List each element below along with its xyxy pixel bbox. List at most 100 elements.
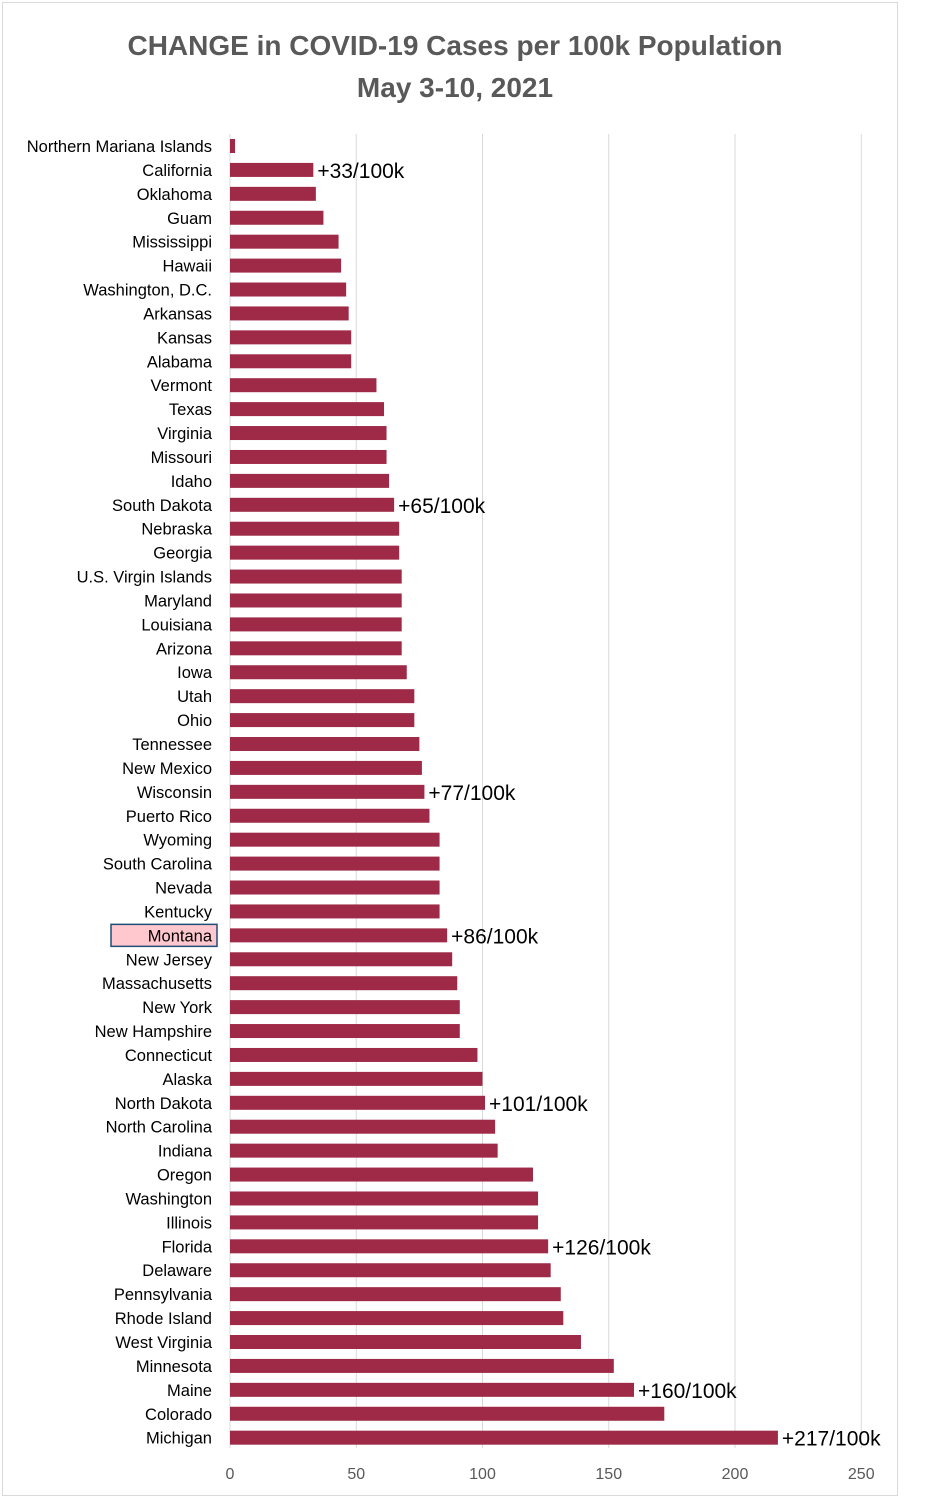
bar-washington-d-c (230, 282, 347, 297)
category-label: Delaware (142, 1262, 212, 1280)
category-label: Texas (169, 401, 212, 419)
category-label: Alabama (147, 353, 213, 371)
bar-california (230, 162, 314, 177)
data-label: +160/100k (638, 1380, 737, 1403)
category-label: Minnesota (136, 1358, 213, 1376)
bar-mississippi (230, 234, 339, 249)
x-axis-tick-labels: 0 50 100 150 200 250 (226, 1466, 875, 1483)
category-label: Alaska (162, 1071, 212, 1089)
category-label: Ohio (177, 712, 212, 730)
bar-rhode-island (230, 1311, 564, 1326)
category-label: Illinois (166, 1214, 212, 1232)
bar-colorado (230, 1406, 665, 1421)
bar-oklahoma (230, 186, 316, 201)
bar-west-virginia (230, 1335, 581, 1349)
category-label: Georgia (153, 545, 213, 563)
category-label: Missouri (151, 449, 212, 467)
category-label: Massachusetts (102, 975, 212, 993)
category-label: Michigan (146, 1430, 212, 1448)
data-labels: +33/100k +65/100k +77/100k +86/100k +101/100… (317, 160, 881, 1451)
bar-louisiana (230, 617, 402, 632)
category-label: South Dakota (112, 497, 213, 515)
category-label: Iowa (177, 664, 213, 682)
bar-iowa (230, 665, 407, 680)
bar-indiana (230, 1143, 498, 1158)
data-label: +217/100k (782, 1428, 881, 1451)
category-label: Oregon (157, 1167, 212, 1185)
data-label: +77/100k (428, 782, 515, 805)
bar-maryland (230, 593, 402, 608)
category-label: Maryland (144, 592, 212, 610)
category-label: New Mexico (122, 760, 212, 778)
bar-kansas (230, 330, 352, 345)
bar-guam (230, 210, 324, 225)
bar-idaho (230, 473, 390, 488)
highlight-box (110, 923, 218, 948)
highlight-layer (110, 923, 218, 948)
x-tick-label: 50 (347, 1466, 365, 1483)
category-label: U.S. Virgin Islands (77, 569, 212, 587)
bar-delaware (230, 1263, 551, 1278)
category-label: North Carolina (106, 1119, 213, 1137)
bar-puerto-rico (230, 808, 430, 823)
category-label: New Hampshire (95, 1023, 212, 1041)
bar-washington (230, 1191, 539, 1206)
bar-montana (230, 928, 448, 943)
bar-north-dakota (230, 1095, 486, 1110)
category-label: Idaho (171, 473, 212, 491)
bar-texas (230, 402, 385, 417)
category-label: West Virginia (115, 1334, 212, 1352)
chart-title: CHANGE in COVID-19 Cases per 100k Popula… (127, 30, 783, 61)
bar-new-jersey (230, 952, 453, 967)
bar-oregon (230, 1167, 533, 1182)
category-label: Pennsylvania (114, 1286, 213, 1304)
data-label: +86/100k (451, 925, 538, 948)
category-label: Hawaii (162, 258, 212, 276)
bar-wisconsin (230, 784, 425, 799)
x-tick-label: 200 (722, 1466, 749, 1483)
category-label: Utah (177, 688, 212, 706)
bar-wyoming (230, 832, 440, 847)
category-label: Wisconsin (137, 784, 212, 802)
category-label: Louisiana (141, 616, 212, 634)
bar-new-mexico (230, 760, 422, 775)
bar-virginia (230, 426, 387, 441)
bar-georgia (230, 545, 400, 560)
bar-ohio (230, 713, 415, 728)
category-label: Kentucky (144, 903, 213, 921)
category-label: Arkansas (143, 305, 212, 323)
category-label: Guam (167, 210, 212, 228)
bar-new-york (230, 1000, 460, 1015)
category-label: New Jersey (126, 951, 213, 969)
bar-u-s-virgin-islands (230, 569, 402, 584)
bar-northern-mariana-islands (230, 139, 236, 153)
bar-alaska (230, 1071, 483, 1086)
category-label: Nevada (155, 880, 213, 898)
bar-new-hampshire (230, 1024, 460, 1039)
category-label: South Carolina (103, 856, 213, 874)
category-label: Rhode Island (115, 1310, 212, 1328)
data-label: +65/100k (398, 495, 485, 518)
chart-subtitle: May 3-10, 2021 (356, 72, 554, 103)
bar-connecticut (230, 1047, 478, 1062)
category-label: New York (142, 999, 212, 1017)
bar-michigan (230, 1430, 778, 1445)
category-labels: Northern Mariana Islands California Oklaho… (27, 138, 213, 1448)
category-label: Colorado (145, 1406, 212, 1424)
x-tick-label: 100 (469, 1466, 496, 1483)
bar-alabama (230, 354, 352, 369)
bar-vermont (230, 378, 377, 393)
category-label: Indiana (158, 1143, 213, 1161)
bar-illinois (230, 1215, 539, 1230)
data-label: +126/100k (552, 1236, 651, 1259)
bar-florida (230, 1239, 549, 1254)
category-label: Mississippi (132, 234, 212, 252)
category-label: Maine (167, 1382, 212, 1400)
category-label: Washington, D.C. (83, 282, 212, 300)
x-tick-label: 250 (848, 1466, 875, 1483)
category-label: Virginia (157, 425, 213, 443)
category-label: Montana (148, 927, 213, 945)
category-label: Oklahoma (137, 186, 213, 204)
bars (230, 139, 778, 1445)
